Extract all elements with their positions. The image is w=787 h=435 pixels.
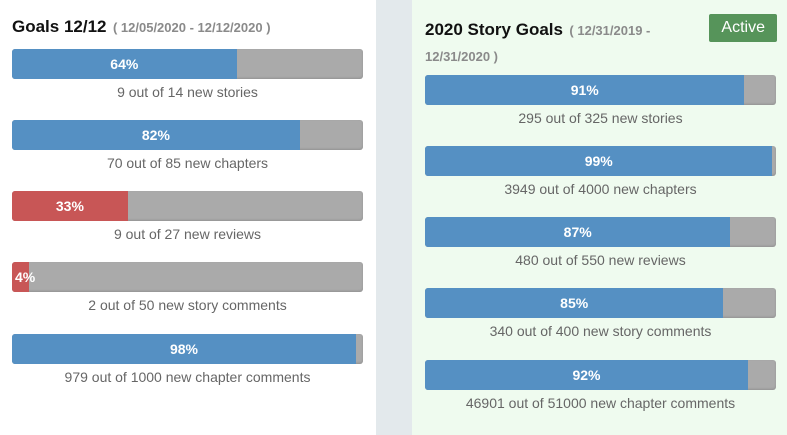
progress-fill: 33% bbox=[12, 191, 128, 221]
progress-fill: 98% bbox=[12, 334, 356, 364]
progress-bar: 82% bbox=[12, 120, 363, 150]
goal-caption: 3949 out of 4000 new chapters bbox=[504, 181, 697, 197]
progress-bar: 85% bbox=[425, 288, 776, 318]
goal-caption: 70 out of 85 new chapters bbox=[106, 155, 269, 171]
progress-fill: 99% bbox=[425, 146, 773, 176]
goal-caption: 46901 out of 51000 new chapter comments bbox=[465, 395, 736, 411]
panel-title: Goals 12/12 bbox=[12, 17, 107, 36]
goal-new-chapters: 99% 3949 out of 4000 new chapters bbox=[425, 146, 776, 197]
goal-new-chapters: 82% 70 out of 85 new chapters bbox=[12, 120, 363, 171]
weekly-goals-panel: Goals 12/12 ( 12/05/2020 - 12/12/2020 ) … bbox=[0, 0, 376, 435]
progress-bar: 91% bbox=[425, 75, 776, 105]
goal-caption: 9 out of 27 new reviews bbox=[113, 226, 262, 242]
yearly-goals-panel: 2020 Story Goals ( 12/31/2019 - 12/31/20… bbox=[412, 0, 787, 435]
progress-bar: 92% bbox=[425, 360, 776, 390]
goal-caption: 340 out of 400 new story comments bbox=[489, 323, 712, 339]
goal-caption: 2 out of 50 new story comments bbox=[88, 297, 287, 313]
progress-fill: 91% bbox=[425, 75, 745, 105]
goal-caption: 979 out of 1000 new chapter comments bbox=[64, 369, 311, 385]
goal-new-chapter-comments: 98% 979 out of 1000 new chapter comments bbox=[12, 334, 363, 385]
progress-bar: 4% bbox=[12, 262, 363, 292]
goal-new-stories: 64% 9 out of 14 new stories bbox=[12, 49, 363, 100]
date-range: ( 12/05/2020 - 12/12/2020 ) bbox=[112, 20, 271, 35]
progress-fill: 85% bbox=[425, 288, 724, 318]
progress-bar: 99% bbox=[425, 146, 776, 176]
goal-new-story-comments: 85% 340 out of 400 new story comments bbox=[425, 288, 776, 339]
progress-bar: 87% bbox=[425, 217, 776, 247]
goal-new-stories: 91% 295 out of 325 new stories bbox=[425, 75, 776, 126]
goal-caption: 9 out of 14 new stories bbox=[117, 84, 258, 100]
goal-caption: 295 out of 325 new stories bbox=[518, 110, 683, 126]
progress-bar: 64% bbox=[12, 49, 363, 79]
status-badge: Active bbox=[709, 14, 777, 42]
progress-bar: 33% bbox=[12, 191, 363, 221]
yearly-goals-header: 2020 Story Goals ( 12/31/2019 - 12/31/20… bbox=[425, 17, 687, 70]
progress-fill: 4% bbox=[12, 262, 35, 292]
goal-new-reviews: 33% 9 out of 27 new reviews bbox=[12, 191, 363, 242]
panel-title: 2020 Story Goals bbox=[425, 20, 563, 39]
progress-fill: 64% bbox=[12, 49, 237, 79]
weekly-goals-header: Goals 12/12 ( 12/05/2020 - 12/12/2020 ) bbox=[12, 17, 366, 38]
panel-divider bbox=[376, 0, 412, 435]
progress-bar: 98% bbox=[12, 334, 363, 364]
goal-new-reviews: 87% 480 out of 550 new reviews bbox=[425, 217, 776, 268]
goal-new-chapter-comments: 92% 46901 out of 51000 new chapter comme… bbox=[425, 360, 776, 411]
goal-new-story-comments: 4% 2 out of 50 new story comments bbox=[12, 262, 363, 313]
progress-fill: 82% bbox=[12, 120, 300, 150]
progress-fill: 92% bbox=[425, 360, 748, 390]
goal-caption: 480 out of 550 new reviews bbox=[515, 252, 686, 268]
date-range: ( 12/31/2019 - 12/31/2020 ) bbox=[425, 23, 651, 64]
progress-fill: 87% bbox=[425, 217, 731, 247]
